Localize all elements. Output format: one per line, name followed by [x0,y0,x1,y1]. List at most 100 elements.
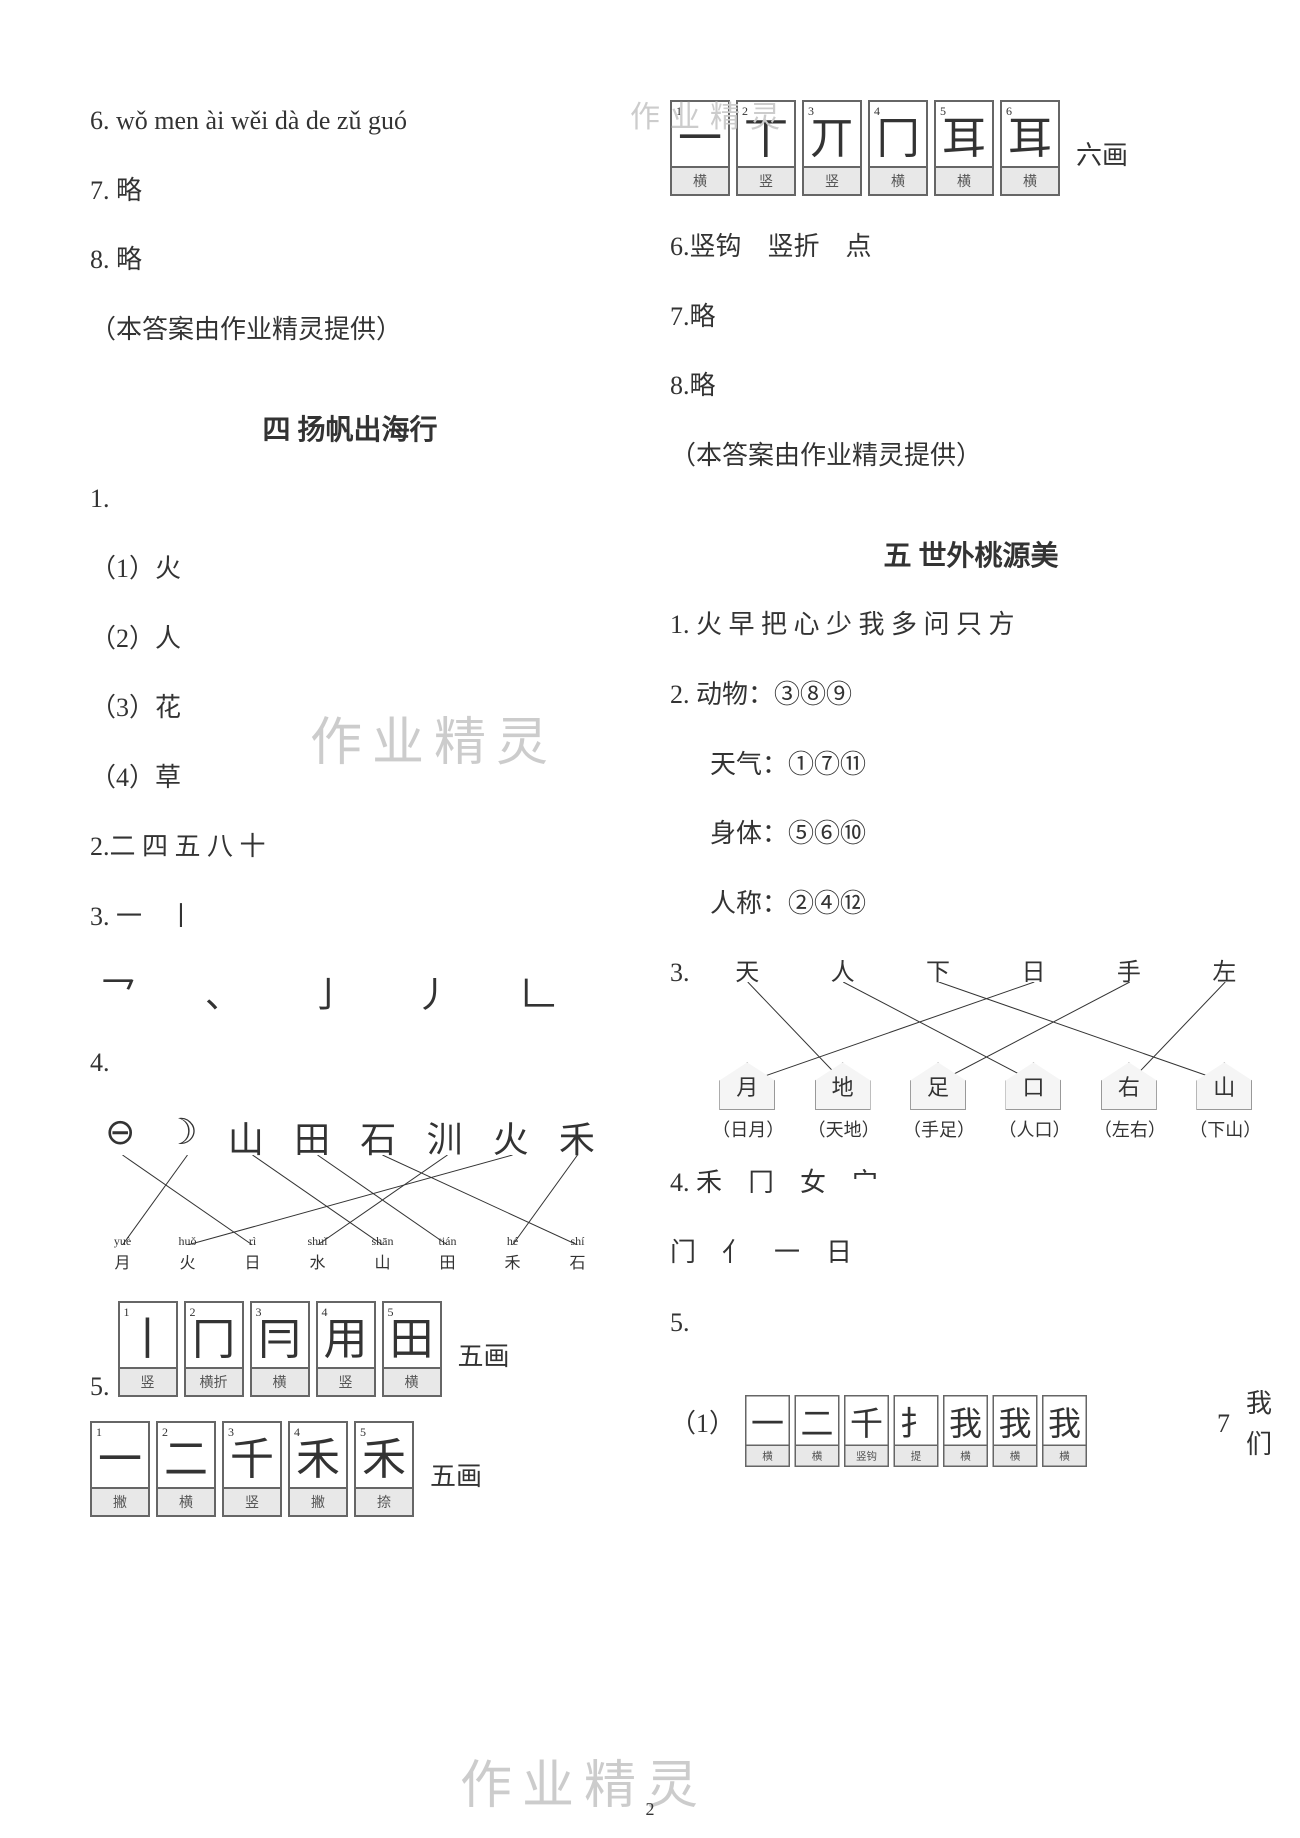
stroke-box: 2丅竖 [736,100,796,196]
q4-line2: 门 亻 一 日 [670,1232,1272,1274]
left-column: 6. wǒ men ài wěi dà de zǔ guó 7. 略 8. 略 … [70,100,630,1798]
q1-label: 1. [90,478,610,520]
q1-text: 1. 火 早 把 心 少 我 多 问 只 方 [670,604,1272,646]
pictograph-bottom: yuè月 huǒ火 rì日 shuǐ水 shān山 tián田 hé禾 shí石 [90,1234,610,1273]
q3-label: 3. [670,952,690,1134]
stroke-shape: 亅 [310,975,376,1015]
stroke-box: 我横 [1042,1395,1087,1467]
q1-3: （3）花 [90,687,610,729]
stroke-order-er: 1一横2丅竖3丌竖4冂横5耳横6耳横 [670,100,1060,196]
stroke-box: 一横 [745,1395,790,1467]
word-matching: 天 人 下 日 手 左 月（日月） 地（天地） 足（手足） 口（人口） 右（左右… [700,952,1273,1142]
match-bottom: 右（左右） [1094,1062,1164,1142]
stroke-shape: 乛 [100,975,166,1015]
stroke-box: 5耳横 [934,100,994,196]
q2-person: 人称：②④⑫ [670,883,1272,925]
match-top: 日 [1003,952,1063,987]
q3-text: 3. 一 丨 [90,896,610,938]
q8-text: 8. 略 [90,239,610,281]
pictograph-label: rì日 [223,1234,283,1273]
right-column: 1一横2丅竖3丌竖4冂横5耳横6耳横 六画 6.竖钩 竖折 点 7.略 8.略 … [650,100,1292,1798]
pictograph-label: shān山 [353,1234,413,1273]
stroke-box: 4冂横 [868,100,928,196]
stroke-box: 3丌竖 [802,100,862,196]
matching-bottom-row: 月（日月） 地（天地） 足（手足） 口（人口） 右（左右） 山（下山） [700,1062,1273,1142]
stroke-box: 2二横 [156,1421,216,1517]
q2-body: 身体：⑤⑥⑩ [670,813,1272,855]
match-top: 左 [1194,952,1254,987]
match-bottom: 足（手足） [903,1062,973,1142]
pictograph: 汌 [426,1111,462,1163]
stroke-shape: 、 [205,975,271,1015]
match-top: 手 [1099,952,1159,987]
stroke-box: 2冂横折 [184,1301,244,1397]
q6-text: 6.竖钩 竖折 点 [670,226,1272,268]
stroke-count: 六画 [1076,135,1128,172]
stroke-box: 扌提 [894,1395,939,1467]
stroke-box: 1丨竖 [118,1301,178,1397]
pictograph-top: ⊖ ☽ ⼭ 田 ⽯ 汌 ⽕ ⽲ [90,1111,610,1163]
pictograph: ⽯ [360,1111,396,1163]
stroke-box: 1一撇 [90,1421,150,1517]
pictograph: ⼭ [228,1111,264,1163]
credit-note: （本答案由作业精灵提供） [90,309,610,351]
pictograph: ⽕ [493,1111,529,1163]
stroke-box: 5禾捺 [354,1421,414,1517]
pictograph-label: tián田 [418,1234,478,1273]
pictograph: ☽ [165,1111,197,1163]
match-top: 人 [813,952,873,987]
match-bottom: 月（日月） [712,1062,782,1142]
stroke-box: 3冃横 [250,1301,310,1397]
q1-1: （1）火 [90,548,610,590]
page-number: 2 [646,1799,655,1820]
match-bottom: 山（下山） [1189,1062,1259,1142]
q6-text: 6. wǒ men ài wěi dà de zǔ guó [90,100,610,142]
match-bottom: 口（人口） [998,1062,1068,1142]
match-top: 下 [908,952,968,987]
q7-text: 7.略 [670,296,1272,338]
stroke-box: 4禾撇 [288,1421,348,1517]
stroke-shape: 𠃊 [520,975,586,1015]
pictograph-label: huǒ火 [158,1234,218,1273]
stroke-box: 二横 [795,1395,840,1467]
pictograph: ⊖ [105,1111,135,1163]
q5-label: 5. [670,1302,1272,1344]
q7-text: 7. 略 [90,170,610,212]
q1-2: （2）人 [90,618,610,660]
matching-top-row: 天 人 下 日 手 左 [700,952,1273,987]
q4-label: 4. [90,1042,610,1084]
pictograph-matching: ⊖ ☽ ⼭ 田 ⽯ 汌 ⽕ ⽲ yuè月 huǒ火 rì日 shuǐ水 shān… [90,1111,610,1281]
q5-1-label: （1） [670,1403,735,1445]
pictograph-label: shuǐ水 [288,1234,348,1273]
stroke-count: 五画 [430,1456,482,1493]
q5-label: 5. [90,1366,110,1408]
q4-line1: 4. 禾 冂 女 宀 [670,1162,1272,1204]
stroke-box: 我横 [943,1395,988,1467]
match-bottom: 地（天地） [808,1062,878,1142]
stroke-box: 我横 [993,1395,1038,1467]
q8-text: 8.略 [670,365,1272,407]
match-lines-icon [90,1155,610,1245]
pictograph: ⽲ [559,1111,595,1163]
stroke-count: 五画 [458,1336,510,1373]
stroke-box: 千竖钩 [844,1395,889,1467]
q3-strokes: 乛 、 亅 丿 𠃊 [90,966,610,1018]
q2-text: 2.二 四 五 八 十 [90,826,610,868]
worksheet-page: 6. wǒ men ài wěi dà de zǔ guó 7. 略 8. 略 … [0,0,1300,1838]
q2-weather: 天气：①⑦⑪ [670,744,1272,786]
q1-4: （4）草 [90,757,610,799]
match-top: 天 [717,952,777,987]
pictograph-label: hé禾 [483,1234,543,1273]
stroke-shape: 丿 [415,975,481,1015]
credit-note: （本答案由作业精灵提供） [670,435,1272,477]
word-women: 我们 [1246,1383,1272,1466]
q2-animals: 2. 动物：③⑧⑨ [670,674,1272,716]
stroke-box: 3千竖 [222,1421,282,1517]
stroke-box: 6耳横 [1000,100,1060,196]
stroke-box: 5田横 [382,1301,442,1397]
stroke-order-he: 1一撇2二横3千竖4禾撇5禾捺 [90,1421,414,1517]
stroke-count: 7 [1217,1409,1230,1439]
stroke-order-wo: 一横二横千竖钩扌提我横我横我横 [745,1395,1087,1467]
section-5-heading: 五 世外桃源美 [670,534,1272,574]
stroke-order-tian: 1丨竖2冂横折3冃横4用竖5田横 [118,1301,442,1397]
